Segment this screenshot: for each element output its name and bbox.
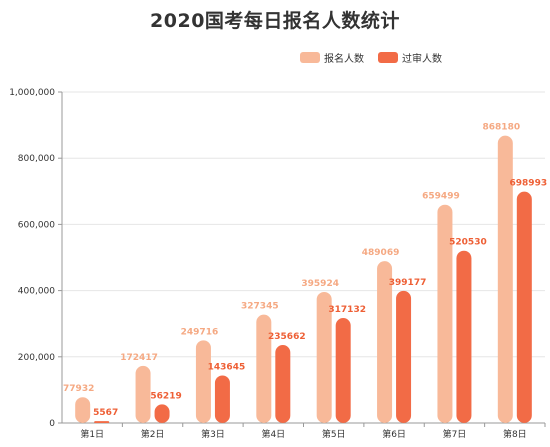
bar-approved[interactable] bbox=[214, 375, 230, 423]
y-tick-label: 800,000 bbox=[18, 154, 55, 164]
bar-registered[interactable] bbox=[377, 261, 393, 423]
data-label-registered: 395924 bbox=[301, 279, 339, 289]
bar-registered[interactable] bbox=[135, 365, 151, 423]
bar-registered[interactable] bbox=[316, 291, 332, 423]
x-tick-label: 第7日 bbox=[443, 428, 467, 440]
data-label-approved: 698993 bbox=[510, 179, 548, 189]
bar-registered[interactable] bbox=[195, 340, 211, 423]
bar-registered[interactable] bbox=[437, 204, 453, 423]
x-tick-label: 第4日 bbox=[261, 428, 285, 440]
legend-item-registered[interactable]: 报名人数 bbox=[300, 50, 364, 65]
legend-label-registered: 报名人数 bbox=[324, 54, 364, 65]
data-label-registered: 172417 bbox=[120, 353, 158, 363]
bar-registered[interactable] bbox=[75, 397, 91, 423]
data-label-registered: 868180 bbox=[483, 123, 521, 133]
data-label-approved: 5567 bbox=[93, 408, 118, 418]
data-label-approved: 143645 bbox=[208, 362, 246, 372]
y-tick-label: 600,000 bbox=[18, 220, 55, 230]
bar-approved[interactable] bbox=[275, 344, 291, 423]
data-label-registered: 77932 bbox=[63, 384, 94, 394]
x-tick-label: 第6日 bbox=[382, 428, 406, 440]
x-tick-label: 第5日 bbox=[322, 428, 346, 440]
legend-swatch-approved bbox=[378, 52, 398, 63]
y-tick-label: 1,000,000 bbox=[9, 88, 55, 98]
bar-approved[interactable] bbox=[396, 290, 412, 423]
bar-registered[interactable] bbox=[256, 314, 272, 423]
legend: 报名人数 过审人数 bbox=[300, 50, 456, 65]
data-label-approved: 56219 bbox=[150, 391, 181, 401]
bar-approved[interactable] bbox=[456, 250, 472, 423]
y-tick-label: 0 bbox=[49, 419, 55, 429]
legend-item-approved[interactable]: 过审人数 bbox=[378, 50, 442, 65]
data-label-approved: 399177 bbox=[389, 278, 427, 288]
data-label-approved: 317132 bbox=[328, 305, 366, 315]
data-label-registered: 659499 bbox=[422, 192, 460, 202]
bar-registered[interactable] bbox=[497, 135, 513, 423]
x-tick-label: 第1日 bbox=[80, 428, 104, 440]
bar-approved[interactable] bbox=[94, 421, 110, 423]
x-tick-label: 第2日 bbox=[141, 428, 165, 440]
data-label-registered: 327345 bbox=[241, 302, 279, 312]
bar-approved[interactable] bbox=[154, 404, 170, 423]
chart-title: 2020国考每日报名人数统计 bbox=[150, 10, 400, 32]
data-label-registered: 489069 bbox=[362, 248, 400, 258]
legend-label-approved: 过审人数 bbox=[402, 54, 442, 65]
bar-approved[interactable] bbox=[516, 191, 532, 423]
bar-approved[interactable] bbox=[335, 318, 351, 423]
data-label-approved: 235662 bbox=[268, 332, 306, 342]
y-tick-label: 400,000 bbox=[18, 287, 55, 297]
data-label-approved: 520530 bbox=[449, 238, 487, 248]
legend-swatch-registered bbox=[300, 52, 320, 63]
data-label-registered: 249716 bbox=[181, 327, 219, 337]
x-tick-label: 第3日 bbox=[201, 428, 225, 440]
y-tick-label: 200,000 bbox=[18, 353, 55, 363]
x-tick-label: 第8日 bbox=[503, 428, 527, 440]
